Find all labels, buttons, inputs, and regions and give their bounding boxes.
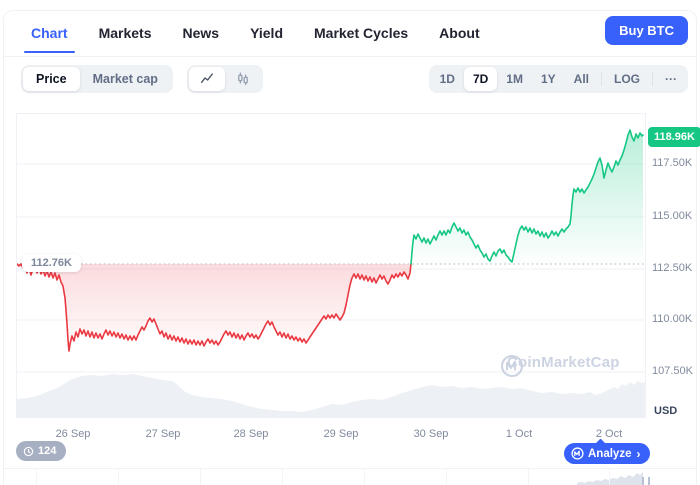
history-count-badge[interactable]: 124 [16, 441, 67, 461]
metric-market-cap-button[interactable]: Market cap [92, 72, 158, 86]
gridline [282, 469, 283, 485]
gridline [609, 469, 610, 485]
line-chart-icon [199, 71, 215, 87]
tab-news[interactable]: News [182, 25, 220, 41]
chart-toolbar: Price Market cap 1D 7D 1M 1Y All LOG [21, 65, 688, 93]
clock-icon [23, 446, 34, 457]
btc-chart-panel: Chart Markets News Yield Market Cycles A… [3, 10, 700, 485]
y-axis-label: 117.50K [652, 157, 693, 169]
range-1d-button[interactable]: 1D [439, 72, 455, 86]
price-chart-svg[interactable] [17, 114, 645, 417]
line-chart-type-button[interactable] [189, 67, 226, 91]
y-axis-label: 112.50K [652, 262, 693, 274]
tab-markets[interactable]: Markets [98, 25, 152, 41]
divider [652, 72, 653, 86]
tab-market-cycles[interactable]: Market Cycles [314, 25, 409, 41]
x-axis-label: 1 Oct [505, 428, 533, 440]
y-axis: 118.96K USD 117.50K 115.00K 112.50K 110.00K… [646, 113, 700, 425]
next-section-preview [4, 469, 696, 485]
price-chart-plot[interactable]: CoinMarketCap 112.76K [16, 113, 646, 418]
x-axis-label: 27 Sep [145, 428, 181, 440]
x-axis-label: 30 Sep [413, 428, 449, 440]
gridline [364, 469, 365, 485]
currency-label: USD [654, 405, 678, 417]
metric-toggle: Price Market cap [21, 65, 173, 93]
analyze-button[interactable]: Analyze › [564, 443, 651, 464]
pause-marks-icon [642, 477, 650, 485]
candlestick-icon [235, 71, 251, 87]
tab-chart[interactable]: Chart [24, 11, 75, 56]
range-7d-button[interactable]: 7D [463, 67, 498, 91]
tab-about[interactable]: About [439, 25, 480, 41]
tab-bar: Chart Markets News Yield Market Cycles A… [4, 11, 696, 57]
gridline [446, 469, 447, 485]
candlestick-chart-type-button[interactable] [225, 67, 261, 91]
baseline-price-label: 112.76K [22, 254, 81, 272]
y-axis-label: 115.00K [652, 210, 693, 222]
tab-yield[interactable]: Yield [250, 25, 283, 41]
range-all-button[interactable]: All [573, 72, 589, 86]
history-count-value: 124 [38, 445, 57, 457]
gridline [200, 469, 201, 485]
x-axis-label: 26 Sep [55, 428, 91, 440]
gridline [528, 469, 529, 485]
mini-volume-chart [577, 472, 643, 485]
analyze-label: Analyze [588, 447, 632, 460]
chevron-right-icon: › [636, 446, 641, 461]
buy-btc-button[interactable]: Buy BTC [605, 16, 688, 45]
x-axis-label: 2 Oct [595, 428, 623, 440]
coinmarketcap-logo-icon [571, 447, 584, 460]
last-price-badge: 118.96K [648, 127, 700, 147]
range-1m-button[interactable]: 1M [506, 72, 523, 86]
metric-price-button[interactable]: Price [23, 67, 80, 91]
y-axis-label: 110.00K [652, 313, 693, 325]
x-axis: 26 Sep 27 Sep 28 Sep 29 Sep 30 Sep 1 Oct 2 Oct [16, 428, 644, 442]
x-axis-label: 28 Sep [233, 428, 269, 440]
range-1y-button[interactable]: 1Y [540, 72, 556, 86]
more-options-button[interactable]: ··· [665, 72, 677, 86]
chart-type-toggle [187, 65, 264, 93]
x-axis-label: 29 Sep [323, 428, 359, 440]
gridline [118, 469, 119, 485]
range-selector: 1D 7D 1M 1Y All LOG ··· [428, 65, 688, 93]
divider [601, 72, 602, 86]
y-axis-label: 107.50K [652, 365, 693, 377]
gridline [36, 469, 37, 485]
section-divider [4, 468, 696, 469]
log-scale-button[interactable]: LOG [614, 72, 640, 86]
